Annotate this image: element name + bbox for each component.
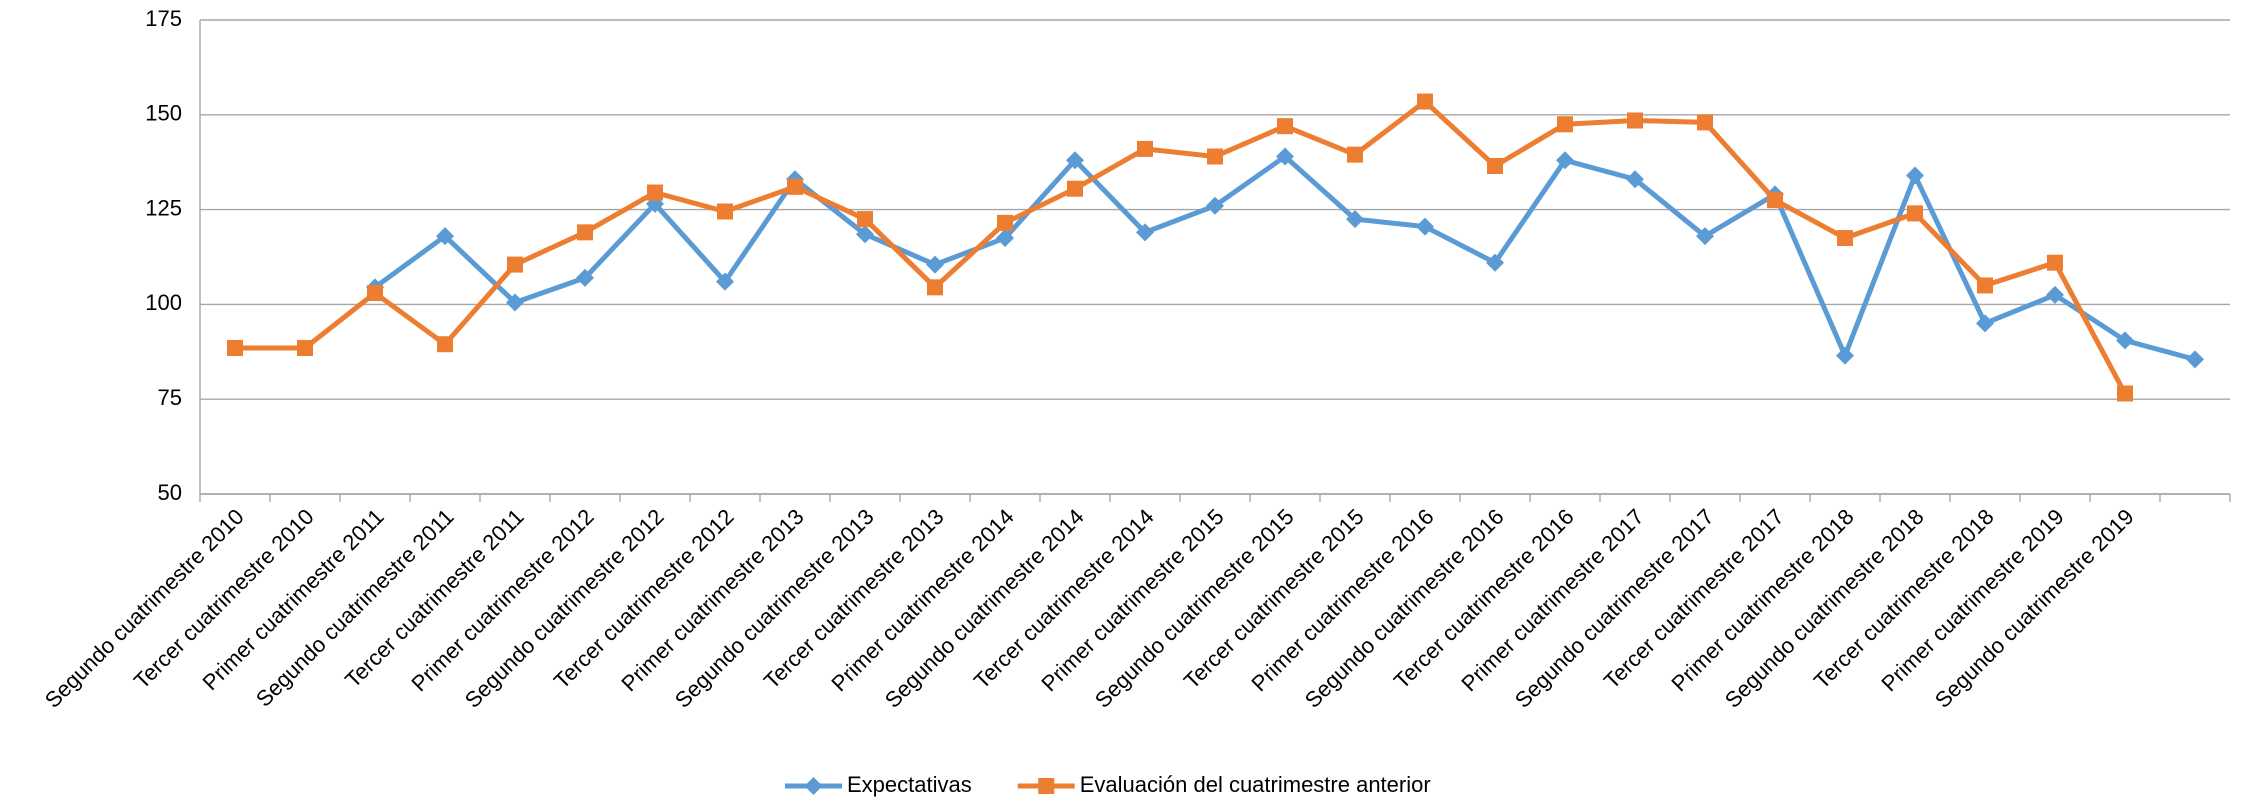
marker [1837, 230, 1853, 247]
marker [297, 340, 313, 357]
marker [857, 211, 873, 228]
marker [2046, 285, 2064, 304]
marker [996, 229, 1014, 248]
marker [927, 279, 943, 296]
marker [1626, 170, 1644, 189]
marker [227, 340, 243, 357]
marker [1277, 118, 1293, 135]
marker [1346, 210, 1364, 229]
marker [1906, 166, 1924, 185]
legend-label: Expectativas [847, 772, 972, 797]
marker [1136, 223, 1154, 242]
marker [1276, 147, 1294, 166]
y-tick-label: 175 [145, 6, 182, 31]
marker [1207, 148, 1223, 165]
marker [1486, 253, 1504, 272]
marker [507, 256, 523, 273]
marker [506, 293, 524, 312]
marker [2186, 350, 2204, 369]
marker [997, 214, 1013, 231]
marker [1206, 196, 1224, 215]
marker [437, 336, 453, 353]
marker [1417, 93, 1433, 110]
marker [2047, 254, 2063, 271]
marker [577, 224, 593, 241]
marker [1627, 112, 1643, 129]
y-tick-label: 50 [158, 480, 182, 505]
marker [1556, 151, 1574, 170]
y-tick-label: 150 [145, 101, 182, 126]
marker [717, 203, 733, 220]
marker [436, 227, 454, 246]
marker [1557, 116, 1573, 133]
series-line [235, 99, 2128, 395]
marker [716, 272, 734, 291]
y-tick-label: 125 [145, 195, 182, 220]
marker [1696, 227, 1714, 246]
marker [1067, 180, 1083, 197]
marker [926, 255, 944, 274]
legend-label: Evaluación del cuatrimestre anterior [1080, 772, 1431, 797]
marker [1697, 114, 1713, 131]
y-tick-label: 100 [145, 290, 182, 315]
legend-marker [804, 777, 823, 795]
marker [787, 178, 803, 195]
marker [1836, 346, 1854, 365]
marker [1767, 192, 1783, 209]
marker [1976, 314, 1994, 333]
marker [1066, 151, 1084, 170]
marker [2117, 385, 2133, 402]
marker [1137, 140, 1153, 157]
marker [2116, 331, 2134, 350]
marker [856, 225, 874, 244]
marker [1977, 277, 1993, 294]
marker [1347, 146, 1363, 163]
marker [1907, 205, 1923, 222]
marker [1416, 217, 1434, 236]
marker [647, 184, 663, 201]
marker [367, 285, 383, 302]
marker [1487, 157, 1503, 174]
y-tick-label: 75 [158, 385, 182, 410]
marker [576, 268, 594, 287]
legend-marker [1038, 778, 1055, 794]
